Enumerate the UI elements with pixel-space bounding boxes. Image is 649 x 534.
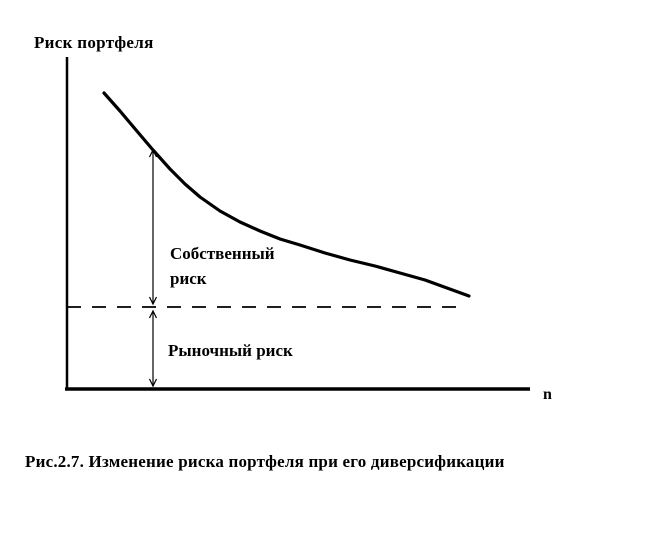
- x-axis-label: n: [543, 386, 552, 403]
- y-axis-title: Риск портфеля: [34, 33, 154, 52]
- figure-caption: Рис.2.7. Изменение риска портфеля при ег…: [25, 452, 505, 471]
- market-risk-label: Рыночный риск: [168, 341, 293, 360]
- own-risk-label: Собственный риск: [170, 244, 275, 288]
